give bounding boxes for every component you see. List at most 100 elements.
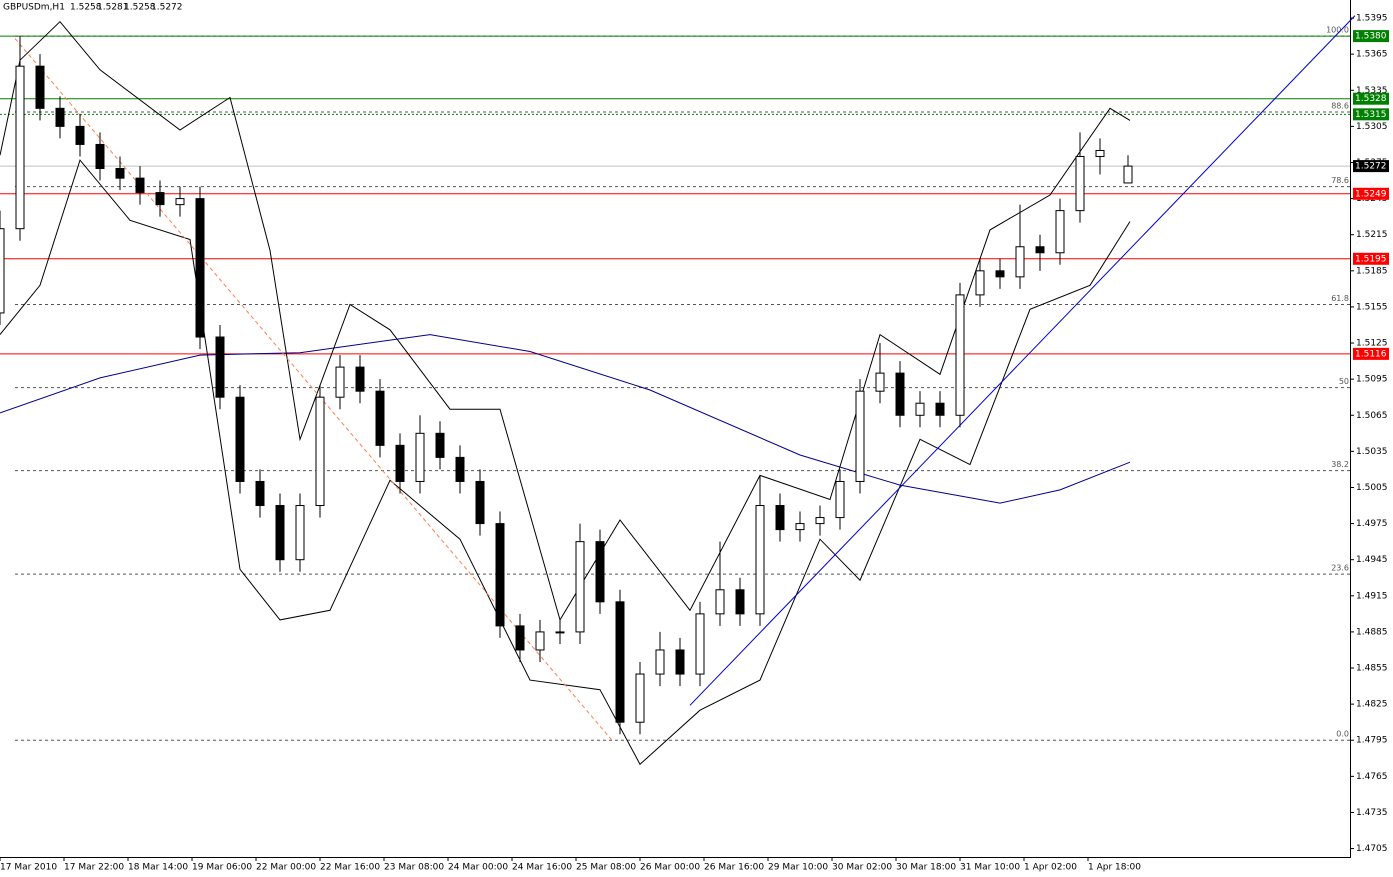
candle-body bbox=[1123, 165, 1133, 184]
candle-body bbox=[655, 649, 665, 675]
y-tick-label: 1.4885 bbox=[1356, 627, 1388, 637]
x-tick-label: 18 Mar 14:00 bbox=[128, 863, 188, 873]
candle-body bbox=[995, 270, 1005, 278]
x-tick-label: 17 Mar 2010 bbox=[0, 863, 57, 873]
x-tick-label: 22 Mar 16:00 bbox=[320, 863, 380, 873]
candle-body bbox=[115, 168, 125, 179]
y-tick-label: 1.5185 bbox=[1356, 266, 1388, 276]
candle-body bbox=[715, 589, 725, 615]
candle-body bbox=[175, 198, 185, 206]
candle-body bbox=[515, 625, 525, 651]
level-tag bbox=[1353, 252, 1389, 265]
indicator-line bbox=[0, 334, 1131, 504]
x-tick-label: 30 Mar 18:00 bbox=[896, 863, 956, 873]
candle-body bbox=[235, 396, 245, 482]
x-tick-label: 24 Mar 16:00 bbox=[512, 863, 572, 873]
candle-body bbox=[415, 432, 425, 482]
candle-body bbox=[815, 517, 825, 525]
level-tag-label: 1.5116 bbox=[1355, 349, 1387, 359]
y-tick-label: 1.4915 bbox=[1356, 591, 1388, 601]
y-tick-label: 1.5395 bbox=[1356, 14, 1388, 24]
candle-body bbox=[855, 390, 865, 482]
price-tag-label: 1.5272 bbox=[1355, 162, 1387, 172]
candle-body bbox=[1035, 246, 1045, 254]
candle-body bbox=[835, 480, 845, 519]
x-tick-label: 26 Mar 16:00 bbox=[704, 863, 764, 873]
symbol-label: GBPUSDm,H1 bbox=[3, 3, 65, 13]
y-tick-label: 1.4735 bbox=[1356, 808, 1388, 818]
candle-body bbox=[255, 480, 265, 507]
x-tick-label: 26 Mar 00:00 bbox=[640, 863, 700, 873]
level-tag-label: 1.5380 bbox=[1355, 32, 1387, 42]
candle-body bbox=[915, 402, 925, 416]
level-tag-label: 1.5315 bbox=[1355, 110, 1387, 120]
y-tick-label: 1.5305 bbox=[1356, 122, 1388, 132]
candle-body bbox=[875, 372, 885, 392]
x-tick-label: 31 Mar 10:00 bbox=[960, 863, 1020, 873]
candle-body bbox=[335, 366, 345, 398]
header-value: 1.5258 bbox=[70, 3, 102, 13]
candle-body bbox=[615, 601, 625, 723]
candle-body bbox=[355, 366, 365, 392]
candle-body bbox=[1095, 149, 1105, 157]
fibo-label: 88.6 bbox=[1331, 101, 1349, 110]
x-tick-label: 24 Mar 00:00 bbox=[448, 863, 508, 873]
y-tick-label: 1.5035 bbox=[1356, 447, 1388, 457]
x-tick-label: 1 Apr 18:00 bbox=[1088, 863, 1141, 873]
candle-body bbox=[1075, 155, 1085, 212]
candle-body bbox=[895, 372, 905, 416]
header-value: 1.5272 bbox=[151, 3, 183, 13]
candle-body bbox=[375, 390, 385, 446]
candle-body bbox=[95, 143, 105, 170]
candle-body bbox=[475, 480, 485, 525]
candle-body bbox=[15, 65, 25, 230]
x-tick-label: 23 Mar 08:00 bbox=[384, 863, 444, 873]
trend-line bbox=[689, 15, 1356, 706]
header-value: 1.5281 bbox=[97, 3, 129, 13]
candle-body bbox=[315, 396, 325, 507]
y-tick-label: 1.4975 bbox=[1356, 519, 1388, 529]
fibo-label: 78.6 bbox=[1331, 176, 1349, 185]
y-tick-label: 1.4945 bbox=[1356, 555, 1388, 565]
candle-body bbox=[795, 523, 805, 531]
candle-body bbox=[735, 589, 745, 615]
candle-body bbox=[695, 613, 705, 675]
x-tick-label: 30 Mar 02:00 bbox=[832, 863, 892, 873]
level-tag bbox=[1353, 108, 1389, 121]
candle-body bbox=[775, 505, 785, 531]
y-tick-label: 1.4765 bbox=[1356, 772, 1388, 782]
fibo-label: 100.0 bbox=[1326, 26, 1349, 35]
candle-body bbox=[215, 336, 225, 398]
candle-body bbox=[635, 673, 645, 723]
y-tick-label: 1.5335 bbox=[1356, 86, 1388, 96]
candle-body bbox=[75, 125, 85, 145]
x-tick-label: 29 Mar 10:00 bbox=[768, 863, 828, 873]
candle-body bbox=[495, 523, 505, 627]
x-tick-label: 25 Mar 08:00 bbox=[576, 863, 636, 873]
candle-body bbox=[395, 444, 405, 482]
candle-body bbox=[1055, 210, 1065, 254]
level-tag bbox=[1353, 187, 1389, 200]
fibo-label: 23.6 bbox=[1331, 564, 1349, 573]
level-tag-label: 1.5249 bbox=[1355, 189, 1387, 199]
candle-body bbox=[575, 541, 585, 633]
candle-body bbox=[955, 294, 965, 416]
candle-body bbox=[0, 228, 5, 314]
level-tag bbox=[1353, 30, 1389, 43]
candle-body bbox=[1015, 246, 1025, 278]
y-tick-label: 1.5215 bbox=[1356, 230, 1388, 240]
y-tick-label: 1.4705 bbox=[1356, 844, 1388, 854]
y-tick-label: 1.4825 bbox=[1356, 700, 1388, 710]
candle-body bbox=[195, 198, 205, 338]
candle-body bbox=[455, 456, 465, 482]
x-tick-label: 1 Apr 02:00 bbox=[1024, 863, 1077, 873]
level-tag-label: 1.5195 bbox=[1355, 254, 1387, 264]
candle-body bbox=[135, 177, 145, 194]
header-value: 1.5258 bbox=[124, 3, 156, 13]
candle-body bbox=[55, 107, 65, 127]
level-tag-label: 1.5328 bbox=[1355, 94, 1387, 104]
candle-body bbox=[275, 505, 285, 561]
candle-body bbox=[155, 192, 165, 206]
